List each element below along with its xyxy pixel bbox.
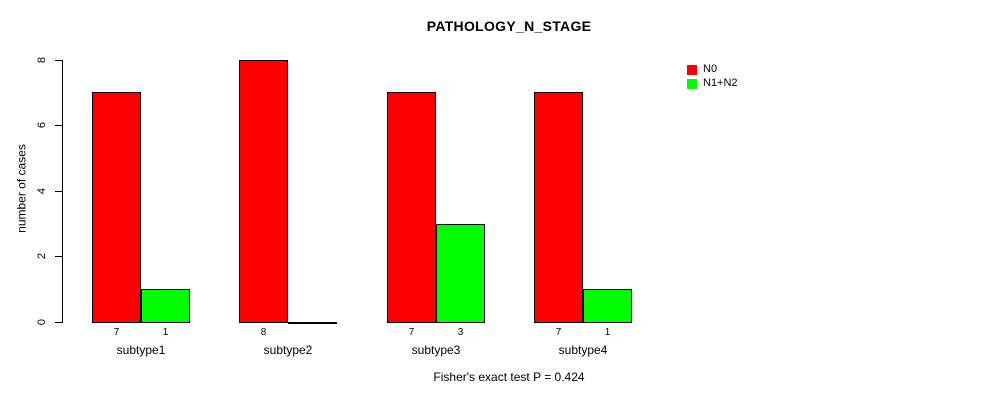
y-axis-label: number of cases	[14, 144, 29, 233]
annotation-text: Fisher's exact test P = 0.424	[433, 370, 585, 384]
bar-n1-n2-subtype3	[436, 223, 485, 323]
bar-value-label: 7	[113, 327, 120, 338]
y-tick-label: 2	[36, 253, 48, 260]
legend-row: N0	[687, 64, 738, 75]
bar-n1-n2-subtype1	[141, 289, 190, 323]
legend: N0 N1+N2	[687, 64, 738, 92]
bar-value-label: 7	[555, 327, 562, 338]
y-tick-mark	[55, 59, 62, 61]
y-tick-mark	[55, 322, 62, 323]
legend-row: N1+N2	[687, 78, 738, 89]
bar-value-label: 8	[260, 327, 267, 338]
bar-value-label: 3	[457, 327, 464, 338]
legend-swatch-icon	[687, 64, 697, 75]
bar-n0-subtype4	[534, 92, 583, 323]
bar-n1-n2-subtype2	[288, 322, 337, 324]
legend-label: N1+N2	[703, 77, 738, 89]
y-axis-line	[62, 60, 63, 323]
chart-title: PATHOLOGY_N_STAGE	[426, 18, 592, 34]
y-tick-mark	[55, 256, 62, 258]
bar-n1-n2-subtype4	[583, 289, 632, 323]
bar-n0-subtype2	[239, 59, 288, 323]
y-tick-mark	[55, 190, 62, 192]
bar-value-label: 7	[408, 327, 415, 338]
y-tick-label: 0	[36, 318, 48, 326]
category-label-subtype1: subtype1	[116, 343, 166, 357]
y-tick-label: 4	[36, 187, 48, 194]
category-label-subtype2: subtype2	[263, 343, 313, 357]
bar-n0-subtype3	[387, 92, 436, 323]
legend-swatch-icon	[687, 78, 697, 89]
category-label-subtype4: subtype4	[558, 343, 608, 357]
y-tick-label: 8	[36, 56, 48, 63]
legend-label: N0	[703, 63, 718, 75]
bar-n0-subtype1	[92, 92, 141, 323]
bar-value-label: 1	[162, 327, 169, 338]
y-tick-mark	[55, 125, 62, 127]
bar-value-label: 1	[604, 327, 611, 338]
y-tick-label: 6	[36, 122, 48, 129]
category-label-subtype3: subtype3	[411, 343, 461, 357]
